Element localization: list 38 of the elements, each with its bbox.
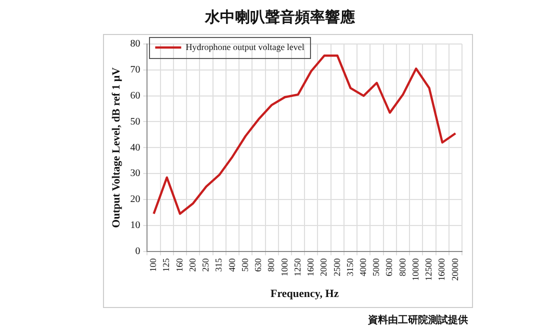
x-tick-label: 500 bbox=[240, 258, 250, 272]
y-tick-label: 70 bbox=[130, 64, 140, 76]
legend-label: Hydrophone output voltage level bbox=[186, 42, 305, 52]
x-tick-label: 16000 bbox=[436, 258, 447, 281]
x-tick-label: 400 bbox=[226, 258, 237, 272]
x-tick-label: 12500 bbox=[424, 258, 434, 281]
x-tick-label: 1000 bbox=[279, 258, 290, 276]
y-axis-title: Output Voltage Level, dB ref 1 μV bbox=[110, 67, 122, 228]
y-tick-label: 80 bbox=[130, 38, 140, 50]
x-tick-label: 200 bbox=[187, 258, 198, 272]
x-tick-label: 1250 bbox=[292, 258, 302, 276]
x-tick-label: 1600 bbox=[306, 258, 316, 276]
x-tick-label: 2000 bbox=[318, 258, 329, 276]
text: 資料由工研院測試提供 bbox=[368, 314, 468, 327]
x-axis-title: Frequency, Hz bbox=[270, 288, 339, 300]
x-tick-label: 315 bbox=[214, 258, 224, 272]
x-tick-label: 6300 bbox=[384, 258, 394, 276]
y-tick-label: 30 bbox=[130, 168, 140, 180]
x-tick-label: 160 bbox=[174, 258, 184, 272]
x-tick-label: 125 bbox=[161, 258, 172, 272]
x-tick-label: 5000 bbox=[371, 258, 382, 276]
y-tick-label: 10 bbox=[130, 220, 140, 232]
y-tick-label: 20 bbox=[130, 194, 140, 206]
y-tick-label: 60 bbox=[130, 90, 140, 102]
y-tick-label: 40 bbox=[130, 142, 140, 154]
x-tick-label: 10000 bbox=[410, 258, 420, 281]
x-tick-label: 630 bbox=[253, 258, 264, 272]
x-tick-label: 250 bbox=[200, 258, 211, 272]
x-tick-label: 3150 bbox=[344, 258, 355, 276]
x-tick-label: 4000 bbox=[358, 258, 368, 276]
x-tick-label: 8000 bbox=[397, 258, 408, 276]
x-tick-label: 20000 bbox=[450, 258, 460, 281]
y-tick-label: 50 bbox=[130, 116, 140, 128]
x-tick-label: 100 bbox=[148, 258, 158, 272]
chart-title: 水中喇叭聲音頻率響應 bbox=[204, 8, 356, 27]
x-tick-label: 800 bbox=[266, 258, 276, 272]
x-tick-label: 2500 bbox=[332, 258, 342, 276]
y-tick-label: 0 bbox=[135, 246, 140, 257]
